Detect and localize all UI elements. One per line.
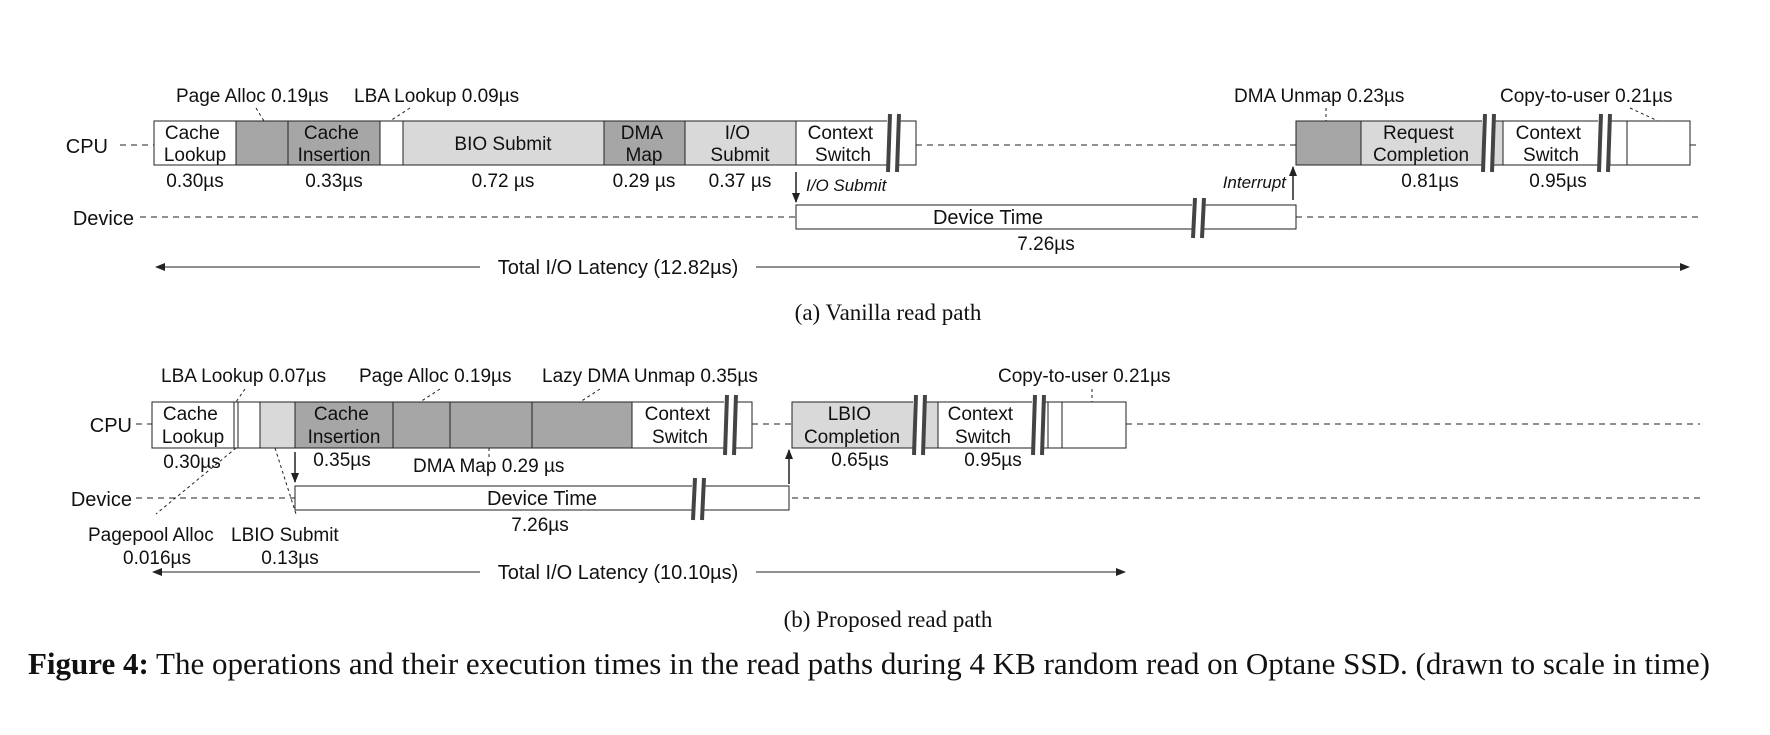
panel-b: CPU Device (71, 366, 1700, 632)
box-page-alloc-a (235, 120, 289, 166)
box-cache-lookup-a (153, 120, 237, 166)
panel-a: CPU Device (66, 86, 1700, 325)
lba-lookup-leader-b (235, 388, 246, 403)
break-mark-a-2 (1481, 113, 1496, 173)
break-mark-b-2 (912, 394, 927, 456)
box-cache-insertion-b (294, 401, 394, 449)
context-switch-time-a: 0.95µs (1529, 171, 1586, 192)
cache-lookup-time-b: 0.30µs (163, 452, 220, 473)
subtitle-a: (a) Vanilla read path (795, 300, 982, 325)
cache-insertion-label-b: Cache Insertion (308, 404, 381, 448)
context-switch-1-label-a: Context Switch (808, 123, 879, 166)
io-submit-label-a: I/O Submit (710, 123, 770, 166)
request-completion-time-a: 0.81µs (1401, 171, 1458, 192)
cache-lookup-time-a: 0.30µs (166, 171, 223, 192)
dma-unmap-label-a: DMA Unmap 0.23µs (1234, 86, 1404, 107)
device-time-value-b: 7.26µs (511, 515, 568, 536)
dma-map-time-a: 0.29 µs (613, 171, 676, 192)
request-completion-label-a: Request Completion (1373, 123, 1469, 166)
page-alloc-leader-b (419, 388, 441, 403)
lazy-dma-unmap-label-b: Lazy DMA Unmap 0.35µs (542, 366, 758, 387)
cpu-row-label-b: CPU (90, 415, 132, 437)
lbio-submit-label-b: LBIO Submit (231, 525, 339, 546)
pagepool-alloc-time-b: 0.016µs (123, 548, 191, 569)
io-submit-time-a: 0.37 µs (709, 171, 772, 192)
break-mark-b-1 (723, 394, 738, 456)
copy-to-user-label-b: Copy-to-user 0.21µs (998, 366, 1171, 387)
dma-map-label-a: DMA Map (621, 123, 667, 166)
context-switch-2-label-a: Context Switch (1516, 123, 1587, 166)
cache-insertion-time-b: 0.35µs (313, 450, 370, 471)
cache-insertion-time-a: 0.33µs (305, 171, 362, 192)
subtitle-b: (b) Proposed read path (784, 607, 993, 632)
break-mark-a-3 (1597, 113, 1612, 173)
box-page-alloc-b (392, 401, 451, 449)
box-copy-to-user-b (1061, 401, 1127, 449)
context-switch-time-b: 0.95µs (964, 450, 1021, 471)
copy-to-user-label-a: Copy-to-user 0.21µs (1500, 86, 1673, 107)
bio-submit-time-a: 0.72 µs (472, 171, 535, 192)
figure-caption-label: Figure 4: (28, 646, 149, 681)
io-submit-arrow-label-a: I/O Submit (806, 176, 888, 195)
break-mark-b-device (691, 477, 706, 521)
device-time-value-a: 7.26µs (1017, 234, 1074, 255)
break-mark-b-3 (1031, 394, 1046, 456)
lbio-completion-time-b: 0.65µs (831, 450, 888, 471)
break-mark-a-device (1191, 197, 1206, 239)
total-latency-label-b: Total I/O Latency (10.10µs) (498, 562, 739, 584)
figure-caption-text: The operations and their execution times… (148, 646, 1710, 681)
box-bio-submit-a (402, 120, 605, 166)
pagepool-alloc-leader-b (155, 447, 237, 515)
figure-caption: Figure 4: The operations and their execu… (28, 644, 1758, 684)
cache-lookup-label-b: Cache Lookup (162, 404, 224, 448)
lba-lookup-label-b: LBA Lookup 0.07µs (161, 366, 326, 387)
page-alloc-label-a: Page Alloc 0.19µs (176, 86, 329, 107)
lba-lookup-label-a: LBA Lookup 0.09µs (354, 86, 519, 107)
box-device-time-a (795, 204, 1297, 230)
page-alloc-label-b: Page Alloc 0.19µs (359, 366, 512, 387)
pagepool-alloc-label-b: Pagepool Alloc (88, 525, 214, 546)
box-dma-map-a (603, 120, 686, 166)
box-request-completion-a (1360, 120, 1504, 166)
lbio-completion-label-b: LBIO Completion (804, 404, 900, 448)
context-switch-1-label-b: Context Switch (645, 404, 716, 448)
lbio-submit-leader-b (274, 447, 297, 515)
cache-insertion-label-a: Cache Insertion (298, 123, 371, 166)
box-copy-to-user-a (1626, 120, 1691, 166)
box-device-time-b (294, 485, 790, 511)
lbio-submit-time-b: 0.13µs (261, 548, 318, 569)
page-alloc-leader-a (255, 107, 265, 122)
dma-map-time-b: DMA Map 0.29 µs (413, 456, 564, 477)
break-mark-a-1 (886, 113, 901, 173)
device-row-label-a: Device (73, 208, 134, 230)
box-lba-lookup-a (379, 120, 404, 166)
cpu-row-label-a: CPU (66, 136, 108, 158)
device-time-label-a: Device Time (933, 207, 1043, 229)
lba-lookup-leader-a (389, 107, 411, 122)
device-time-label-b: Device Time (487, 488, 597, 510)
device-row-label-b: Device (71, 489, 132, 511)
cache-lookup-label-a: Cache Lookup (164, 123, 226, 166)
box-lbio-submit-b (259, 401, 296, 449)
box-lazy-dma-unmap-b (531, 401, 633, 449)
box-cache-lookup-b (151, 401, 235, 449)
box-dma-map-b (449, 401, 533, 449)
box-dma-unmap-a (1295, 120, 1362, 166)
total-latency-label-a: Total I/O Latency (12.82µs) (498, 257, 739, 279)
interrupt-arrow-label-a: Interrupt (1223, 173, 1288, 192)
bio-submit-label-a: BIO Submit (454, 134, 552, 155)
context-switch-2-label-b: Context Switch (948, 404, 1019, 448)
lazy-dma-unmap-leader-b (579, 388, 601, 403)
copy-to-user-leader-a (1629, 107, 1659, 122)
